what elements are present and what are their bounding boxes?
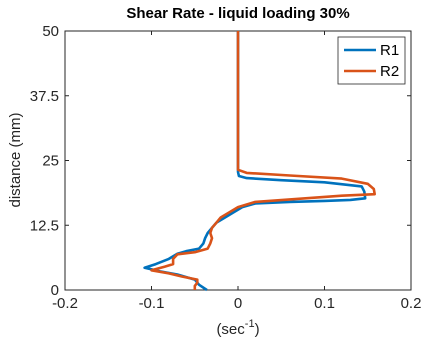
x-tick-label: -0.2 bbox=[52, 295, 78, 312]
x-tick-label: -0.1 bbox=[139, 295, 165, 312]
x-tick-label: 0.1 bbox=[314, 295, 335, 312]
x-axis-label-base: (sec bbox=[216, 321, 245, 338]
legend-label-r1: R1 bbox=[380, 42, 399, 59]
x-axis-label-exponent: -1 bbox=[245, 318, 255, 330]
chart-title: Shear Rate - liquid loading 30% bbox=[126, 5, 349, 22]
series-line-r1 bbox=[143, 31, 367, 292]
y-axis-label: distance (mm) bbox=[7, 112, 24, 207]
legend: R1 R2 bbox=[337, 36, 406, 85]
x-tick-label: 0.2 bbox=[401, 295, 422, 312]
x-tick-label: 0 bbox=[234, 295, 242, 312]
y-axis-ticks: 0 12.5 25 37.5 50 bbox=[30, 23, 411, 299]
legend-label-r2: R2 bbox=[380, 63, 399, 80]
x-axis-label: (sec-1) bbox=[216, 318, 259, 338]
y-tick-label: 50 bbox=[42, 23, 59, 40]
series-line-r2 bbox=[150, 31, 377, 290]
x-axis-label-end: ) bbox=[255, 321, 260, 338]
y-tick-label: 37.5 bbox=[30, 88, 59, 105]
x-axis-ticks: -0.2 -0.1 0 0.1 0.2 bbox=[52, 31, 421, 312]
y-tick-label: 0 bbox=[51, 282, 59, 299]
legend-box bbox=[337, 36, 406, 85]
y-tick-label: 12.5 bbox=[30, 217, 59, 234]
series-lines bbox=[143, 31, 377, 292]
y-tick-label: 25 bbox=[42, 153, 59, 170]
